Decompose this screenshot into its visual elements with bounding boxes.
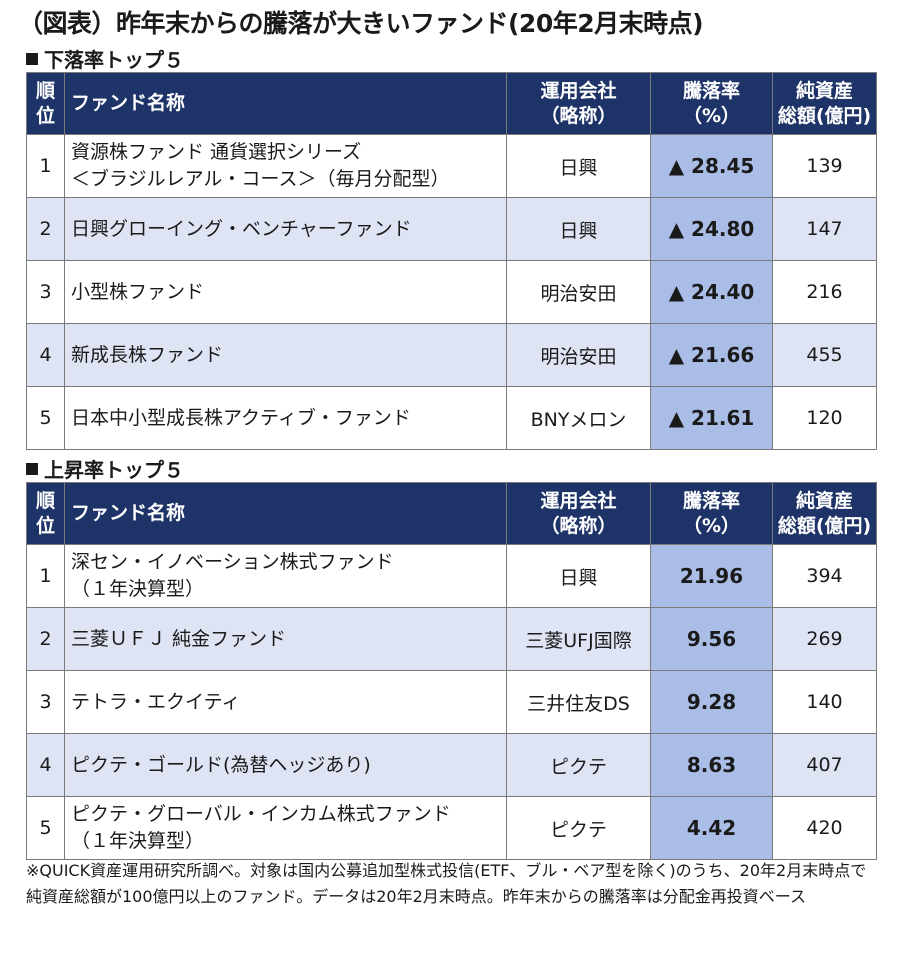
company-cell: 日興 [506,197,651,261]
fund-name-cell: 三菱ＵＦＪ 純金ファンド [64,607,507,671]
rate-cell: 4.42 [650,796,773,860]
rate-cell: 8.63 [650,733,773,797]
table-row: 4 ピクテ・ゴールド(為替ヘッジあり) ピクテ 8.63 407 [26,733,877,797]
assets-cell: 140 [772,670,877,734]
table-row: 3 小型株ファンド 明治安田 ▲ 24.40 216 [26,260,877,324]
rate-cell: ▲ 24.80 [650,197,773,261]
rank-cell: 5 [26,386,65,450]
fund-name-cell: テトラ・エクイティ [64,670,507,734]
assets-cell: 139 [772,134,877,198]
table-header-row: 順位 ファンド名称 運用会社 （略称） 騰落率 （%） 純資産 総額(億円) [26,482,877,545]
header-rate: 騰落率 （%） [650,482,773,545]
assets-cell: 147 [772,197,877,261]
assets-cell: 269 [772,607,877,671]
assets-cell: 407 [772,733,877,797]
assets-cell: 216 [772,260,877,324]
company-cell: ピクテ [506,796,651,860]
company-cell: 明治安田 [506,260,651,324]
rate-cell: 9.28 [650,670,773,734]
rank-cell: 3 [26,260,65,324]
fund-name-cell: 資源株ファンド 通貨選択シリーズ ＜ブラジルレアル・コース＞（毎月分配型） [64,134,507,198]
rank-cell: 5 [26,796,65,860]
fund-name-cell: 深セン・イノベーション株式ファンド （１年決算型） [64,544,507,608]
table-row: 2 日興グローイング・ベンチャーファンド 日興 ▲ 24.80 147 [26,197,877,261]
header-rank: 順位 [26,482,65,545]
company-cell: 日興 [506,134,651,198]
rate-cell: 9.56 [650,607,773,671]
fund-name-cell: 新成長株ファンド [64,323,507,387]
rank-cell: 3 [26,670,65,734]
section-label-decline: 下落率トップ５ [26,44,184,73]
table-row: 5 ピクテ・グローバル・インカム株式ファンド （１年決算型） ピクテ 4.42 4… [26,796,877,860]
table-row: 1 深セン・イノベーション株式ファンド （１年決算型） 日興 21.96 394 [26,544,877,608]
rank-cell: 4 [26,733,65,797]
rank-cell: 2 [26,607,65,671]
rank-cell: 4 [26,323,65,387]
company-cell: 明治安田 [506,323,651,387]
fund-name-cell: 小型株ファンド [64,260,507,324]
rank-cell: 2 [26,197,65,261]
table-row: 2 三菱ＵＦＪ 純金ファンド 三菱UFJ国際 9.56 269 [26,607,877,671]
table-row: 1 資源株ファンド 通貨選択シリーズ ＜ブラジルレアル・コース＞（毎月分配型） 日… [26,134,877,198]
fund-name-cell: ピクテ・グローバル・インカム株式ファンド （１年決算型） [64,796,507,860]
table-row: 3 テトラ・エクイティ 三井住友DS 9.28 140 [26,670,877,734]
fund-name-cell: 日本中小型成長株アクティブ・ファンド [64,386,507,450]
company-cell: 日興 [506,544,651,608]
header-company: 運用会社 （略称） [506,482,651,545]
header-assets: 純資産 総額(億円) [772,482,877,545]
table-header-row: 順位 ファンド名称 運用会社 （略称） 騰落率 （%） 純資産 総額(億円) [26,72,877,135]
page-title: （図表）昨年末からの騰落が大きいファンド(20年2月末時点) [18,9,704,38]
assets-cell: 394 [772,544,877,608]
rate-cell: ▲ 21.66 [650,323,773,387]
company-cell: 三菱UFJ国際 [506,607,651,671]
company-cell: ピクテ [506,733,651,797]
assets-cell: 120 [772,386,877,450]
header-rank: 順位 [26,72,65,135]
rank-cell: 1 [26,134,65,198]
company-cell: BNYメロン [506,386,651,450]
square-bullet-icon [26,53,38,65]
footnote: ※QUICK資産運用研究所調べ。対象は国内公募追加型株式投信(ETF、ブル・ベア… [26,861,867,907]
rate-cell: ▲ 28.45 [650,134,773,198]
rate-cell: ▲ 24.40 [650,260,773,324]
header-fund-name: ファンド名称 [64,72,507,135]
square-bullet-icon [26,463,38,475]
rank-cell: 1 [26,544,65,608]
fund-name-cell: ピクテ・ゴールド(為替ヘッジあり) [64,733,507,797]
fund-name-cell: 日興グローイング・ベンチャーファンド [64,197,507,261]
header-rate: 騰落率 （%） [650,72,773,135]
table-row: 5 日本中小型成長株アクティブ・ファンド BNYメロン ▲ 21.61 120 [26,386,877,450]
assets-cell: 455 [772,323,877,387]
table-row: 4 新成長株ファンド 明治安田 ▲ 21.66 455 [26,323,877,387]
rate-cell: ▲ 21.61 [650,386,773,450]
section-label-rise: 上昇率トップ５ [26,454,184,483]
company-cell: 三井住友DS [506,670,651,734]
decline-table: 順位 ファンド名称 運用会社 （略称） 騰落率 （%） 純資産 総額(億円) 1 資源… [26,72,877,450]
header-assets: 純資産 総額(億円) [772,72,877,135]
rise-table: 順位 ファンド名称 運用会社 （略称） 騰落率 （%） 純資産 総額(億円) 1 深セ… [26,482,877,860]
assets-cell: 420 [772,796,877,860]
header-fund-name: ファンド名称 [64,482,507,545]
header-company: 運用会社 （略称） [506,72,651,135]
rate-cell: 21.96 [650,544,773,608]
